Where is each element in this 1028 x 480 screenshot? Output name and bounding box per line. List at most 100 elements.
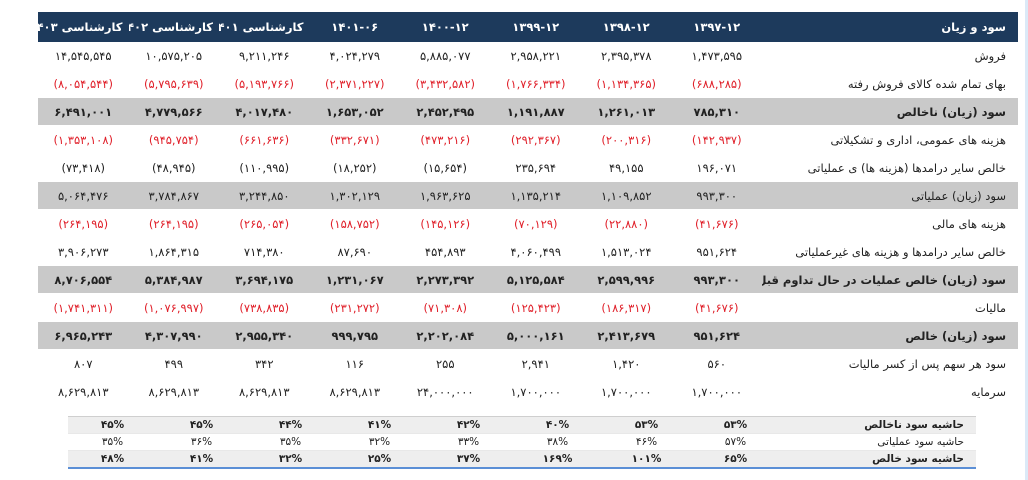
cell: ۲,۳۹۵,۳۷۸ — [581, 42, 672, 70]
cell: (۱,۷۴۱,۳۱۱) — [38, 293, 129, 322]
cell: ۱,۷۰۰,۰۰۰ — [671, 377, 762, 406]
cell: ۳۲% — [335, 433, 424, 451]
cell: (۱,۷۶۶,۳۳۴) — [490, 69, 581, 98]
cell: ۴۹۹ — [128, 349, 219, 378]
cell: ۵,۸۸۵,۰۷۷ — [400, 42, 491, 70]
row-label: حاشیه سود ناخالص — [780, 416, 976, 434]
table-row: سود (زیان) ناخالص ۷۸۵,۳۱۰ ۱,۲۶۱,۰۱۳ ۱,۱۹۱,۸… — [38, 97, 1018, 126]
cell: ۱۶۹% — [513, 450, 602, 469]
cell: ۸۰۷ — [38, 349, 129, 378]
cell: ۱,۲۳۱,۰۶۷ — [309, 265, 400, 294]
table-row: هزینه های عمومی، اداری و تشکیلاتی (۱۴۲,۹۳… — [38, 125, 1018, 154]
cell: ۱,۴۷۳,۵۹۵ — [671, 42, 762, 70]
row-label: هزینه های مالی — [762, 209, 1018, 238]
column-header: کارشناسی ۱۴۰۱ — [219, 12, 310, 42]
cell: ۸,۶۲۹,۸۱۳ — [309, 377, 400, 406]
cell: ۱,۷۰۰,۰۰۰ — [490, 377, 581, 406]
cell: ۴۰% — [513, 416, 602, 434]
cell: ۴,۳۰۷,۹۹۰ — [128, 321, 219, 350]
cell: (۱۴۵,۱۲۶) — [400, 209, 491, 238]
cell: ۳۵% — [246, 433, 335, 451]
row-label: سود (زیان) خالص عملیات در حال تداوم قبل … — [762, 265, 1018, 294]
margin-row: حاشیه سود عملیاتی ۵۷% ۴۶% ۳۸% ۳۳% ۳۲% ۳۵% ۳۶% ۳۵… — [68, 433, 976, 451]
row-label: سود (زیان) خالص — [762, 321, 1018, 350]
cell: (۴۸,۹۴۵) — [128, 153, 219, 182]
cell: ۱,۳۰۲,۱۲۹ — [309, 181, 400, 210]
cell: (۷۳۸,۸۳۵) — [219, 293, 310, 322]
cell: (۱۵۸,۷۵۲) — [309, 209, 400, 238]
cell: (۲۳۱,۲۷۲) — [309, 293, 400, 322]
margin-row: حاشیه سود ناخالص ۵۳% ۵۳% ۴۰% ۴۲% ۴۱% ۴۴% ۴۵% ۴۵% — [68, 416, 976, 434]
cell: ۳۴۲ — [219, 349, 310, 378]
cell: ۱,۸۶۴,۳۱۵ — [128, 237, 219, 266]
cell: ۹۹۳,۳۰۰ — [671, 181, 762, 210]
cell: ۲,۹۴۱ — [490, 349, 581, 378]
cell: (۱,۱۳۴,۳۶۵) — [581, 69, 672, 98]
cell: ۱,۱۹۱,۸۸۷ — [490, 97, 581, 126]
cell: ۵,۰۰۰,۱۶۱ — [490, 321, 581, 350]
cell: ۲,۲۷۳,۳۹۲ — [400, 265, 491, 294]
margin-row: حاشیه سود خالص ۶۵% ۱۰۱% ۱۶۹% ۳۷% ۲۵% ۳۲% ۴۱% ۴۸% — [68, 450, 976, 469]
cell: (۲۶۵,۰۵۴) — [219, 209, 310, 238]
table-row: سود (زیان) خالص ۹۵۱,۶۲۴ ۲,۴۱۳,۶۷۹ ۵,۰۰۰,۱۶۱… — [38, 321, 1018, 350]
cell: (۹۴۵,۷۵۴) — [128, 125, 219, 154]
cell: (۲۶۴,۱۹۵) — [128, 209, 219, 238]
row-label: خالص سایر درامدها (هزینه ها) ی عملیاتی — [762, 153, 1018, 182]
row-label: بهای تمام شده کالای فروش رفته — [762, 69, 1018, 98]
income-table: سود و زیان ۱۳۹۷-۱۲ ۱۳۹۸-۱۲ ۱۳۹۹-۱۲ ۱۴۰۰-۱۲ ۱۴… — [38, 12, 1018, 406]
header-row: سود و زیان ۱۳۹۷-۱۲ ۱۳۹۸-۱۲ ۱۳۹۹-۱۲ ۱۴۰۰-۱۲ ۱۴… — [38, 12, 1018, 42]
cell: ۵۷% — [691, 433, 780, 451]
label-header: سود و زیان — [762, 12, 1018, 42]
cell: (۲۶۴,۱۹۵) — [38, 209, 129, 238]
cell: ۲,۵۹۹,۹۹۶ — [581, 265, 672, 294]
cell: ۵۳% — [602, 416, 691, 434]
cell: ۲۵% — [335, 450, 424, 469]
column-header: کارشناسی ۱۴۰۳ — [38, 12, 129, 42]
cell: ۲,۴۱۳,۶۷۹ — [581, 321, 672, 350]
row-label: سرمایه — [762, 377, 1018, 406]
row-label: هزینه های عمومی، اداری و تشکیلاتی — [762, 125, 1018, 154]
cell: ۴۴% — [246, 416, 335, 434]
cell: ۳,۲۴۴,۸۵۰ — [219, 181, 310, 210]
cell: (۶۸۸,۲۸۵) — [671, 69, 762, 98]
cell: ۸,۶۲۹,۸۱۳ — [219, 377, 310, 406]
row-label: فروش — [762, 42, 1018, 70]
cell: ۱۱۶ — [309, 349, 400, 378]
cell: (۲۰۰,۳۱۶) — [581, 125, 672, 154]
cell: ۱۹۶,۰۷۱ — [671, 153, 762, 182]
cell: (۵,۷۹۵,۶۳۹) — [128, 69, 219, 98]
cell: (۲۲,۸۸۰) — [581, 209, 672, 238]
table-row: خالص سایر درامدها (هزینه ها) ی عملیاتی ۱۹… — [38, 153, 1018, 182]
cell: ۵,۰۶۴,۴۷۶ — [38, 181, 129, 210]
cell: ۶۵% — [691, 450, 780, 469]
cell: ۳۳% — [424, 433, 513, 451]
row-label: حاشیه سود خالص — [780, 450, 976, 469]
row-label: حاشیه سود عملیاتی — [780, 433, 976, 451]
cell: ۹,۲۱۱,۲۴۶ — [219, 42, 310, 70]
cell: ۲,۲۰۲,۰۸۴ — [400, 321, 491, 350]
cell: ۸,۶۲۹,۸۱۳ — [38, 377, 129, 406]
cell: ۴۵% — [157, 416, 246, 434]
row-label: سود (زیان) ناخالص — [762, 97, 1018, 126]
cell: ۲۴,۰۰۰,۰۰۰ — [400, 377, 491, 406]
table-row: سرمایه ۱,۷۰۰,۰۰۰ ۱,۷۰۰,۰۰۰ ۱,۷۰۰,۰۰۰ ۲۴,۰۰۰,… — [38, 377, 1018, 406]
cell: ۱,۵۱۳,۰۲۴ — [581, 237, 672, 266]
cell: (۷۱,۳۰۸) — [400, 293, 491, 322]
cell: ۱۴,۵۴۵,۵۴۵ — [38, 42, 129, 70]
cell: ۵۶۰ — [671, 349, 762, 378]
edge — [1025, 0, 1028, 480]
cell: (۷۰,۱۲۹) — [490, 209, 581, 238]
cell: ۳۸% — [513, 433, 602, 451]
cell: ۴۱% — [157, 450, 246, 469]
cell: (۴۱,۶۷۶) — [671, 209, 762, 238]
cell: ۴۹,۱۵۵ — [581, 153, 672, 182]
cell: (۸,۰۵۴,۵۴۴) — [38, 69, 129, 98]
cell: ۲۳۵,۶۹۴ — [490, 153, 581, 182]
cell: ۸,۷۰۶,۵۵۴ — [38, 265, 129, 294]
cell: (۱۴۲,۹۳۷) — [671, 125, 762, 154]
cell: ۱۰,۵۷۵,۲۰۵ — [128, 42, 219, 70]
column-header: ۱۳۹۷-۱۲ — [671, 12, 762, 42]
cell: ۱,۶۵۳,۰۵۲ — [309, 97, 400, 126]
table-row: فروش ۱,۴۷۳,۵۹۵ ۲,۳۹۵,۳۷۸ ۲,۹۵۸,۲۲۱ ۵,۸۸۵,۰۷۷… — [38, 42, 1018, 70]
cell: ۳۶% — [157, 433, 246, 451]
